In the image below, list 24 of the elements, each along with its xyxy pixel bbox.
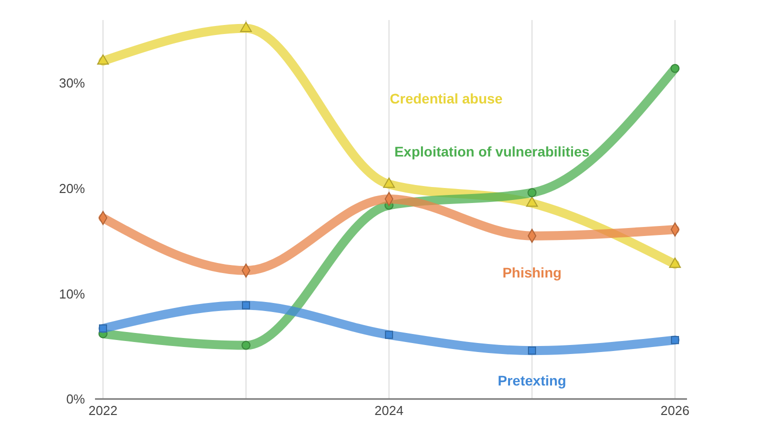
- point: [383, 178, 395, 188]
- point: [528, 346, 536, 355]
- x-tick-label: 2024: [374, 403, 404, 418]
- text: Credential abuse: [390, 90, 503, 106]
- point: [670, 336, 680, 344]
- series-label: Exploitation of vulnerabilities: [394, 143, 590, 160]
- y-tick-label: 10%: [58, 286, 86, 302]
- point: [97, 54, 109, 65]
- point: [669, 258, 681, 268]
- point: [528, 188, 536, 198]
- point: [384, 330, 394, 339]
- y-tick-label: 0%: [66, 392, 86, 407]
- y-tick-label: 30%: [58, 76, 86, 91]
- point: [670, 64, 680, 73]
- text: Phishing: [502, 264, 562, 281]
- y-tick-label: 20%: [58, 180, 86, 196]
- point: [242, 301, 250, 310]
- point: [242, 340, 250, 350]
- point: [526, 196, 538, 207]
- point: [240, 22, 252, 32]
- series-label: Pretexting: [498, 372, 566, 389]
- x-tick-label: 2022: [88, 403, 118, 418]
- point: [98, 324, 108, 332]
- x-tick-label: 2026: [660, 403, 690, 418]
